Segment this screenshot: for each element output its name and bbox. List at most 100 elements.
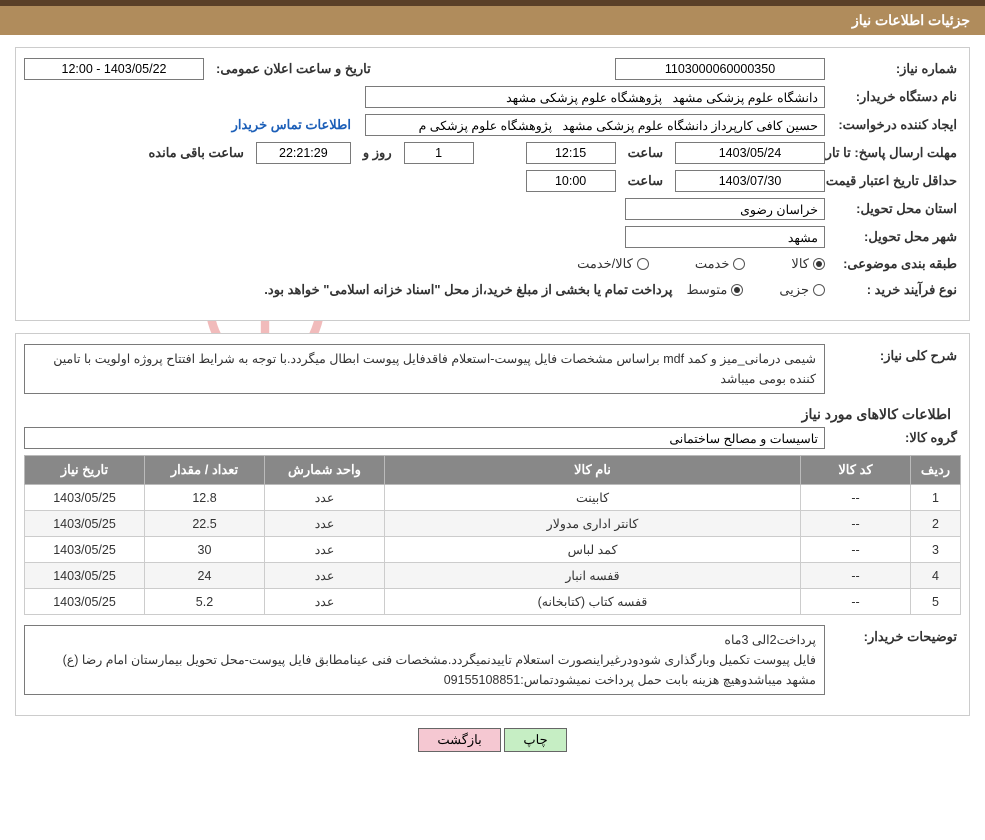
price-date-input[interactable] [675,170,825,192]
price-time-input[interactable] [526,170,616,192]
public-announce-input[interactable] [24,58,204,80]
category-goods-service-radio[interactable]: کالا/خدمت [577,256,649,272]
radio-label: خدمت [695,256,730,272]
table-header: کد کالا [801,456,911,485]
table-cell: 3 [911,537,961,563]
reply-time-label: ساعت [622,145,669,161]
province-label: استان محل تحویل: [831,199,961,219]
table-cell: 1403/05/25 [25,589,145,615]
table-cell: 1 [911,485,961,511]
back-button[interactable]: بازگشت [418,728,500,752]
table-cell: عدد [265,563,385,589]
table-cell: قفسه کتاب (کتابخانه) [385,589,801,615]
need-number-label: شماره نیاز: [831,59,961,79]
reply-date-input[interactable] [675,142,825,164]
table-cell: 1403/05/25 [25,563,145,589]
table-cell: عدد [265,511,385,537]
city-input[interactable] [625,226,825,248]
radio-icon [731,284,743,296]
footer-buttons: چاپ بازگشت [0,716,985,758]
table-row: 5--قفسه کتاب (کتابخانه)عدد5.21403/05/25 [25,589,961,615]
buyer-org-input[interactable] [365,86,825,108]
table-cell: قفسه انبار [385,563,801,589]
price-validity-text: حداقل تاریخ اعتبار قیمت: [822,173,957,188]
radio-label: کالا/خدمت [577,256,633,272]
table-cell: -- [801,589,911,615]
city-label: شهر محل تحویل: [831,227,961,247]
table-cell: 1403/05/25 [25,485,145,511]
days-label: روز و [357,145,398,161]
table-cell: 1403/05/25 [25,511,145,537]
public-announce-label: تاریخ و ساعت اعلان عمومی: [210,61,377,77]
items-heading: اطلاعات کالاهای مورد نیاز [24,400,961,427]
radio-icon [637,258,649,270]
category-service-radio[interactable]: خدمت [695,256,746,272]
table-cell: عدد [265,485,385,511]
countdown-input[interactable] [256,142,351,164]
table-row: 2--کانتر اداری مدولارعدد22.51403/05/25 [25,511,961,537]
purchase-medium-radio[interactable]: متوسط [686,282,743,298]
radio-icon [813,284,825,296]
table-cell: کمد لباس [385,537,801,563]
table-cell: 4 [911,563,961,589]
requester-label: ایجاد کننده درخواست: [831,115,961,135]
table-cell: 12.8 [145,485,265,511]
summary-box[interactable]: شیمی درمانی_میز و کمد mdf براساس مشخصات … [24,344,825,394]
page-header: جزئیات اطلاعات نیاز [0,6,985,35]
table-header: تاریخ نیاز [25,456,145,485]
requester-input[interactable] [365,114,825,136]
table-cell: 5.2 [145,589,265,615]
table-cell: 5 [911,589,961,615]
need-number-input[interactable] [615,58,825,80]
province-input[interactable] [625,198,825,220]
purchase-type-label: نوع فرآیند خرید : [831,280,961,300]
table-header: ردیف [911,456,961,485]
buyer-org-label: نام دستگاه خریدار: [831,87,961,107]
summary-label: شرح کلی نیاز: [831,344,961,366]
price-validity-label: حداقل تاریخ اعتبار قیمت: تا تاریخ: [831,171,961,192]
table-row: 3--کمد لباسعدد301403/05/25 [25,537,961,563]
reply-deadline-label: مهلت ارسال پاسخ: تا تاریخ: [831,143,961,164]
reply-deadline-text: مهلت ارسال پاسخ: [854,145,957,160]
table-cell: عدد [265,537,385,563]
items-table: ردیفکد کالانام کالاواحد شمارشتعداد / مقد… [24,455,961,615]
table-cell: -- [801,563,911,589]
purchase-minor-radio[interactable]: جزیی [779,282,825,298]
category-goods-radio[interactable]: کالا [791,256,825,272]
buyer-contact-link[interactable]: اطلاعات تماس خریدار [232,117,359,133]
group-label: گروه کالا: [831,428,961,448]
table-cell: -- [801,511,911,537]
table-cell: 30 [145,537,265,563]
buyer-notes-label: توضیحات خریدار: [831,625,961,647]
radio-label: متوسط [686,282,727,298]
form-panel: شماره نیاز: تاریخ و ساعت اعلان عمومی: نا… [15,47,970,321]
page-title: جزئیات اطلاعات نیاز [852,12,970,28]
detail-panel: شرح کلی نیاز: شیمی درمانی_میز و کمد mdf … [15,333,970,716]
remaining-label: ساعت باقی مانده [142,145,249,161]
buyer-notes-box[interactable]: پرداخت2الی 3ماه فایل پیوست تکمیل وبارگذا… [24,625,825,695]
table-cell: 2 [911,511,961,537]
radio-icon [733,258,745,270]
radio-label: کالا [791,256,809,272]
payment-note: پرداخت تمام یا بخشی از مبلغ خرید،از محل … [24,282,680,298]
table-cell: عدد [265,589,385,615]
radio-icon [813,258,825,270]
table-cell: 1403/05/25 [25,537,145,563]
table-header: نام کالا [385,456,801,485]
table-header: تعداد / مقدار [145,456,265,485]
price-time-label: ساعت [622,173,669,189]
table-row: 1--کابینتعدد12.81403/05/25 [25,485,961,511]
table-cell: -- [801,537,911,563]
days-remaining-input[interactable] [404,142,474,164]
table-cell: 24 [145,563,265,589]
reply-time-input[interactable] [526,142,616,164]
group-input[interactable] [24,427,825,449]
table-header: واحد شمارش [265,456,385,485]
print-button[interactable]: چاپ [504,728,566,752]
category-label: طبقه بندی موضوعی: [831,254,961,274]
table-row: 4--قفسه انبارعدد241403/05/25 [25,563,961,589]
table-cell: کابینت [385,485,801,511]
table-cell: 22.5 [145,511,265,537]
radio-label: جزیی [779,282,809,298]
table-cell: -- [801,485,911,511]
